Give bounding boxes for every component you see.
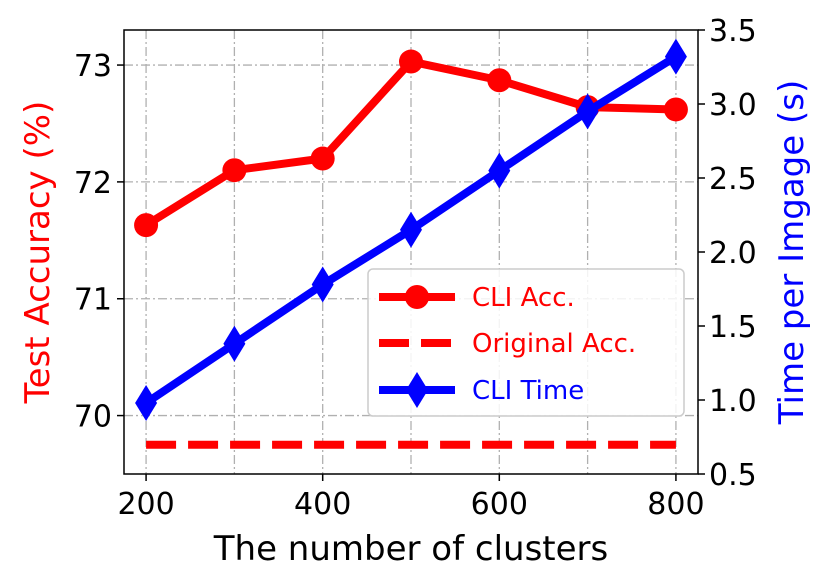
legend-box: [367, 268, 685, 417]
legend-item-original-acc: Original Acc.: [379, 329, 636, 359]
y-right-tick-label: 0.5: [709, 458, 757, 493]
data-point-cli-acc: [222, 158, 247, 183]
data-point-cli-acc: [399, 49, 423, 74]
y-right-tick-label: 1.0: [709, 384, 757, 419]
y-left-tick-label: 73: [74, 49, 112, 84]
series-cli-time: [135, 38, 687, 421]
data-point-cli-acc: [310, 146, 335, 171]
legend-item-cli-time: CLI Time: [379, 372, 584, 408]
legend-label: CLI Acc.: [472, 283, 575, 313]
x-tick-label: 600: [471, 487, 528, 522]
y-left-tick-label: 70: [74, 400, 112, 435]
legend-items: CLI Acc. Original Acc. CLI Time: [379, 283, 636, 408]
data-point-cli-time: [664, 38, 687, 75]
y-right-tick-label: 2.0: [709, 236, 757, 271]
x-axis-label: The number of clusters: [213, 529, 608, 569]
data-point-cli-acc: [134, 213, 159, 238]
data-point-cli-time: [311, 266, 334, 303]
data-point-cli-time: [488, 152, 511, 189]
data-point-cli-time: [400, 211, 422, 248]
legend-item-cli-acc: CLI Acc.: [379, 283, 575, 313]
legend-label: CLI Time: [472, 376, 584, 406]
y-right-tick-label: 3.0: [709, 88, 757, 123]
y-left-tick-label: 71: [74, 283, 112, 318]
data-point-cli-time: [135, 384, 158, 421]
ticks: 200 400 600 800 70 71 72 73 0.5 1.0 1.5 2.0 2.5 3.0 3.…: [74, 14, 757, 522]
y-right-tick-label: 2.5: [709, 162, 757, 197]
series-layer: [134, 38, 688, 449]
data-point-cli-acc: [663, 97, 688, 122]
data-point-cli-time: [223, 325, 246, 362]
y-axis-right-label: Time per Imgage (s): [772, 80, 812, 425]
y-axis-left-label: Test Accuracy (%): [18, 101, 58, 405]
data-point-cli-time: [576, 93, 599, 130]
y-right-tick-label: 1.5: [709, 310, 757, 345]
y-left-tick-label: 72: [74, 166, 112, 201]
x-tick-label: 800: [647, 487, 704, 522]
y-right-tick-label: 3.5: [709, 14, 757, 49]
legend: CLI Acc. Original Acc. CLI Time: [367, 268, 685, 417]
legend-swatch-marker: [406, 372, 428, 408]
legend-swatch-marker: [405, 285, 429, 309]
x-tick-label: 400: [294, 487, 351, 522]
x-tick-label: 200: [117, 487, 174, 522]
data-point-cli-acc: [487, 68, 512, 93]
legend-label: Original Acc.: [472, 329, 636, 359]
